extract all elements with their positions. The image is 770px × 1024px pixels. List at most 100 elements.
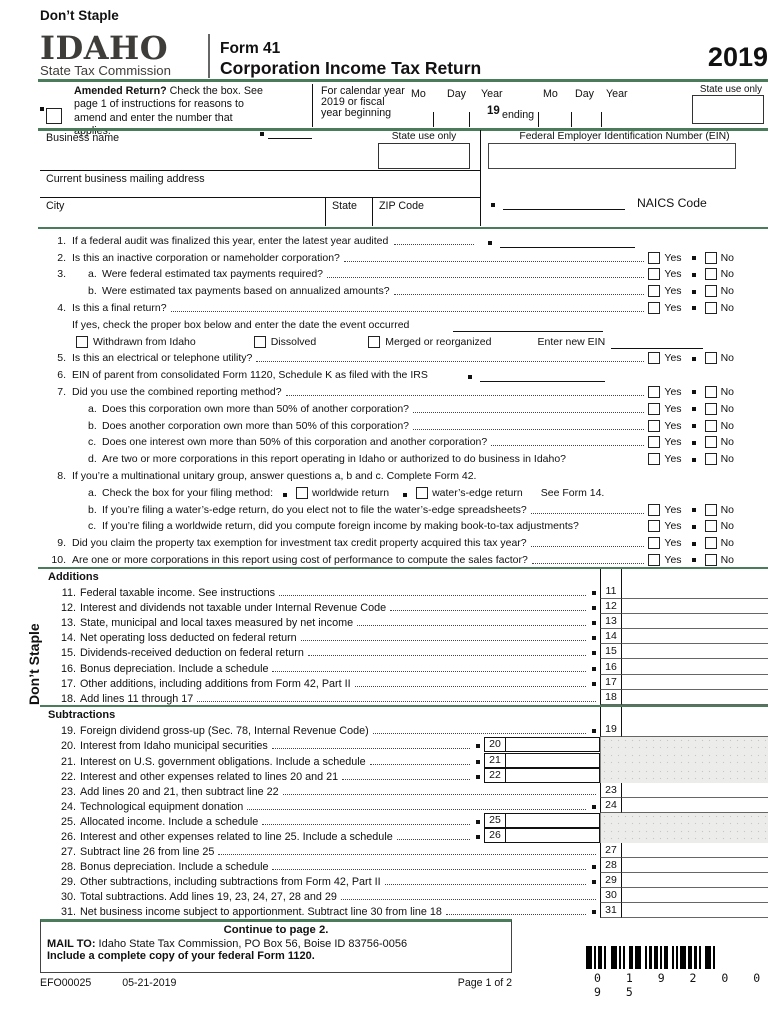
q3b-yes-checkbox[interactable]	[648, 285, 661, 298]
q7a-yes-checkbox[interactable]	[648, 402, 661, 415]
line-number: 13.	[60, 617, 76, 630]
ein-field[interactable]	[488, 143, 736, 169]
q4-no-checkbox[interactable]	[704, 301, 717, 314]
q4-yes-checkbox[interactable]	[648, 301, 661, 314]
q7c-yes-checkbox[interactable]	[648, 436, 661, 449]
line-25-amount-field[interactable]	[506, 814, 599, 827]
q4-event-date-field[interactable]	[453, 320, 604, 332]
q5-yes-checkbox[interactable]	[648, 352, 661, 365]
q2-no-checkbox[interactable]	[704, 251, 717, 264]
q9-no-checkbox[interactable]	[704, 537, 717, 550]
no-label: No	[720, 503, 734, 516]
zip-field[interactable]: ZIP Code	[372, 198, 480, 226]
bullet-marker	[476, 744, 480, 749]
line-13-amount-field[interactable]	[622, 614, 768, 630]
line-box-number: 17	[600, 674, 622, 690]
business-name-field[interactable]: Business name State use only	[40, 130, 480, 171]
q8b-no-checkbox[interactable]	[704, 503, 717, 516]
mo-label: Mo	[543, 88, 558, 100]
line-row-15: 15. Dividends-received deduction on feder…	[40, 644, 768, 660]
line-11-amount-field[interactable]	[622, 584, 768, 600]
filing-worldwide-checkbox[interactable]	[296, 486, 309, 499]
line-31-amount-field[interactable]	[622, 903, 768, 919]
q8c-yes-checkbox[interactable]	[648, 520, 661, 533]
dotted-leader	[384, 884, 586, 886]
q5-no-checkbox[interactable]	[704, 352, 717, 365]
calendar-line1: For calendar year	[321, 85, 405, 97]
q3a-yes-checkbox[interactable]	[648, 268, 661, 281]
yesno-group-5: Yes No	[648, 352, 734, 365]
event-checkbox-2[interactable]	[253, 335, 266, 348]
dotted-leader	[531, 562, 645, 564]
line-number: 17.	[60, 677, 76, 690]
line-number: 29.	[60, 876, 76, 889]
amended-return-checkbox[interactable]	[46, 108, 62, 124]
q10-yes-checkbox[interactable]	[648, 553, 661, 566]
question-text: Are two or more corporations in this rep…	[102, 453, 567, 466]
q7-yes-checkbox[interactable]	[648, 385, 661, 398]
line-23-amount-field[interactable]	[622, 783, 768, 798]
amended-line1: Amended Return? Check the box. See	[74, 85, 263, 97]
filing-watersedge-checkbox[interactable]	[416, 486, 429, 499]
line-19-amount-field[interactable]	[622, 722, 768, 738]
event-checkbox-1[interactable]	[76, 335, 88, 348]
dotted-leader	[170, 310, 645, 312]
q7c-no-checkbox[interactable]	[704, 436, 717, 449]
line-12-amount-field[interactable]	[622, 599, 768, 615]
q9-yes-checkbox[interactable]	[648, 537, 661, 550]
q7-no-checkbox[interactable]	[704, 385, 717, 398]
q6-entry-field[interactable]	[479, 370, 605, 383]
state-field[interactable]: State	[325, 198, 372, 226]
q3a-no-checkbox[interactable]	[704, 268, 717, 281]
q7b-no-checkbox[interactable]	[704, 419, 717, 432]
q7a-no-checkbox[interactable]	[704, 402, 717, 415]
bullet-marker	[691, 272, 696, 277]
no-label: No	[720, 402, 734, 415]
mailing-address-field[interactable]: Current business mailing address	[40, 171, 480, 198]
line-30-amount-field[interactable]	[622, 888, 768, 904]
dotted-leader	[271, 748, 470, 750]
event-checkbox-3[interactable]	[368, 335, 381, 348]
line-20-amount-field[interactable]	[506, 738, 599, 751]
line-label: Interest and other expenses related to l…	[80, 831, 393, 843]
line-14-amount-field[interactable]	[622, 629, 768, 645]
q10-no-checkbox[interactable]	[704, 553, 717, 566]
line-18-amount-field[interactable]	[622, 690, 768, 705]
question-subletter: b.	[88, 419, 97, 432]
q8c-no-checkbox[interactable]	[704, 520, 717, 533]
business-info-section: Business name State use only Current bus…	[40, 130, 768, 226]
line-15-amount-field[interactable]	[622, 644, 768, 660]
q7d-yes-checkbox[interactable]	[648, 453, 661, 466]
q2-yes-checkbox[interactable]	[648, 251, 661, 264]
line-22-amount-field[interactable]	[506, 769, 599, 782]
yesno-group-2: Yes No	[648, 251, 734, 265]
line-26-amount-field[interactable]	[506, 829, 599, 842]
naics-field[interactable]	[503, 198, 625, 210]
q7d-no-checkbox[interactable]	[704, 453, 717, 466]
question-subletter: a.	[88, 486, 97, 499]
question-row-9: 9. Did you claim the property tax exempti…	[40, 533, 768, 550]
line-21-amount-field[interactable]	[506, 754, 599, 767]
dotted-leader	[279, 595, 586, 597]
city-field[interactable]: City	[40, 198, 325, 226]
new-ein-field[interactable]	[611, 337, 704, 349]
line-29-amount-field[interactable]	[622, 873, 768, 889]
line-27-amount-field[interactable]	[622, 843, 768, 859]
q7b-yes-checkbox[interactable]	[648, 419, 661, 432]
line-label: Dividends-received deduction on federal …	[80, 647, 304, 660]
line-17-amount-field[interactable]	[622, 675, 768, 690]
line-26-entry-box: 26	[484, 828, 600, 843]
q1-entry-field[interactable]	[500, 236, 636, 248]
line-24-amount-field[interactable]	[622, 798, 768, 813]
q8b-yes-checkbox[interactable]	[648, 503, 661, 516]
amended-number-field[interactable]	[268, 127, 312, 139]
line-16-amount-field[interactable]	[622, 659, 768, 675]
yesno-group-8c: Yes No	[648, 520, 734, 533]
q3b-no-checkbox[interactable]	[704, 285, 717, 298]
line-row-17: 17. Other additions, including additions …	[40, 674, 768, 690]
line-box-number: 20	[485, 738, 506, 752]
dotted-leader	[272, 869, 586, 871]
line-28-amount-field[interactable]	[622, 858, 768, 874]
mailing-instructions-box: Continue to page 2. MAIL TO: Idaho State…	[40, 919, 512, 973]
shaded-area	[600, 827, 768, 843]
